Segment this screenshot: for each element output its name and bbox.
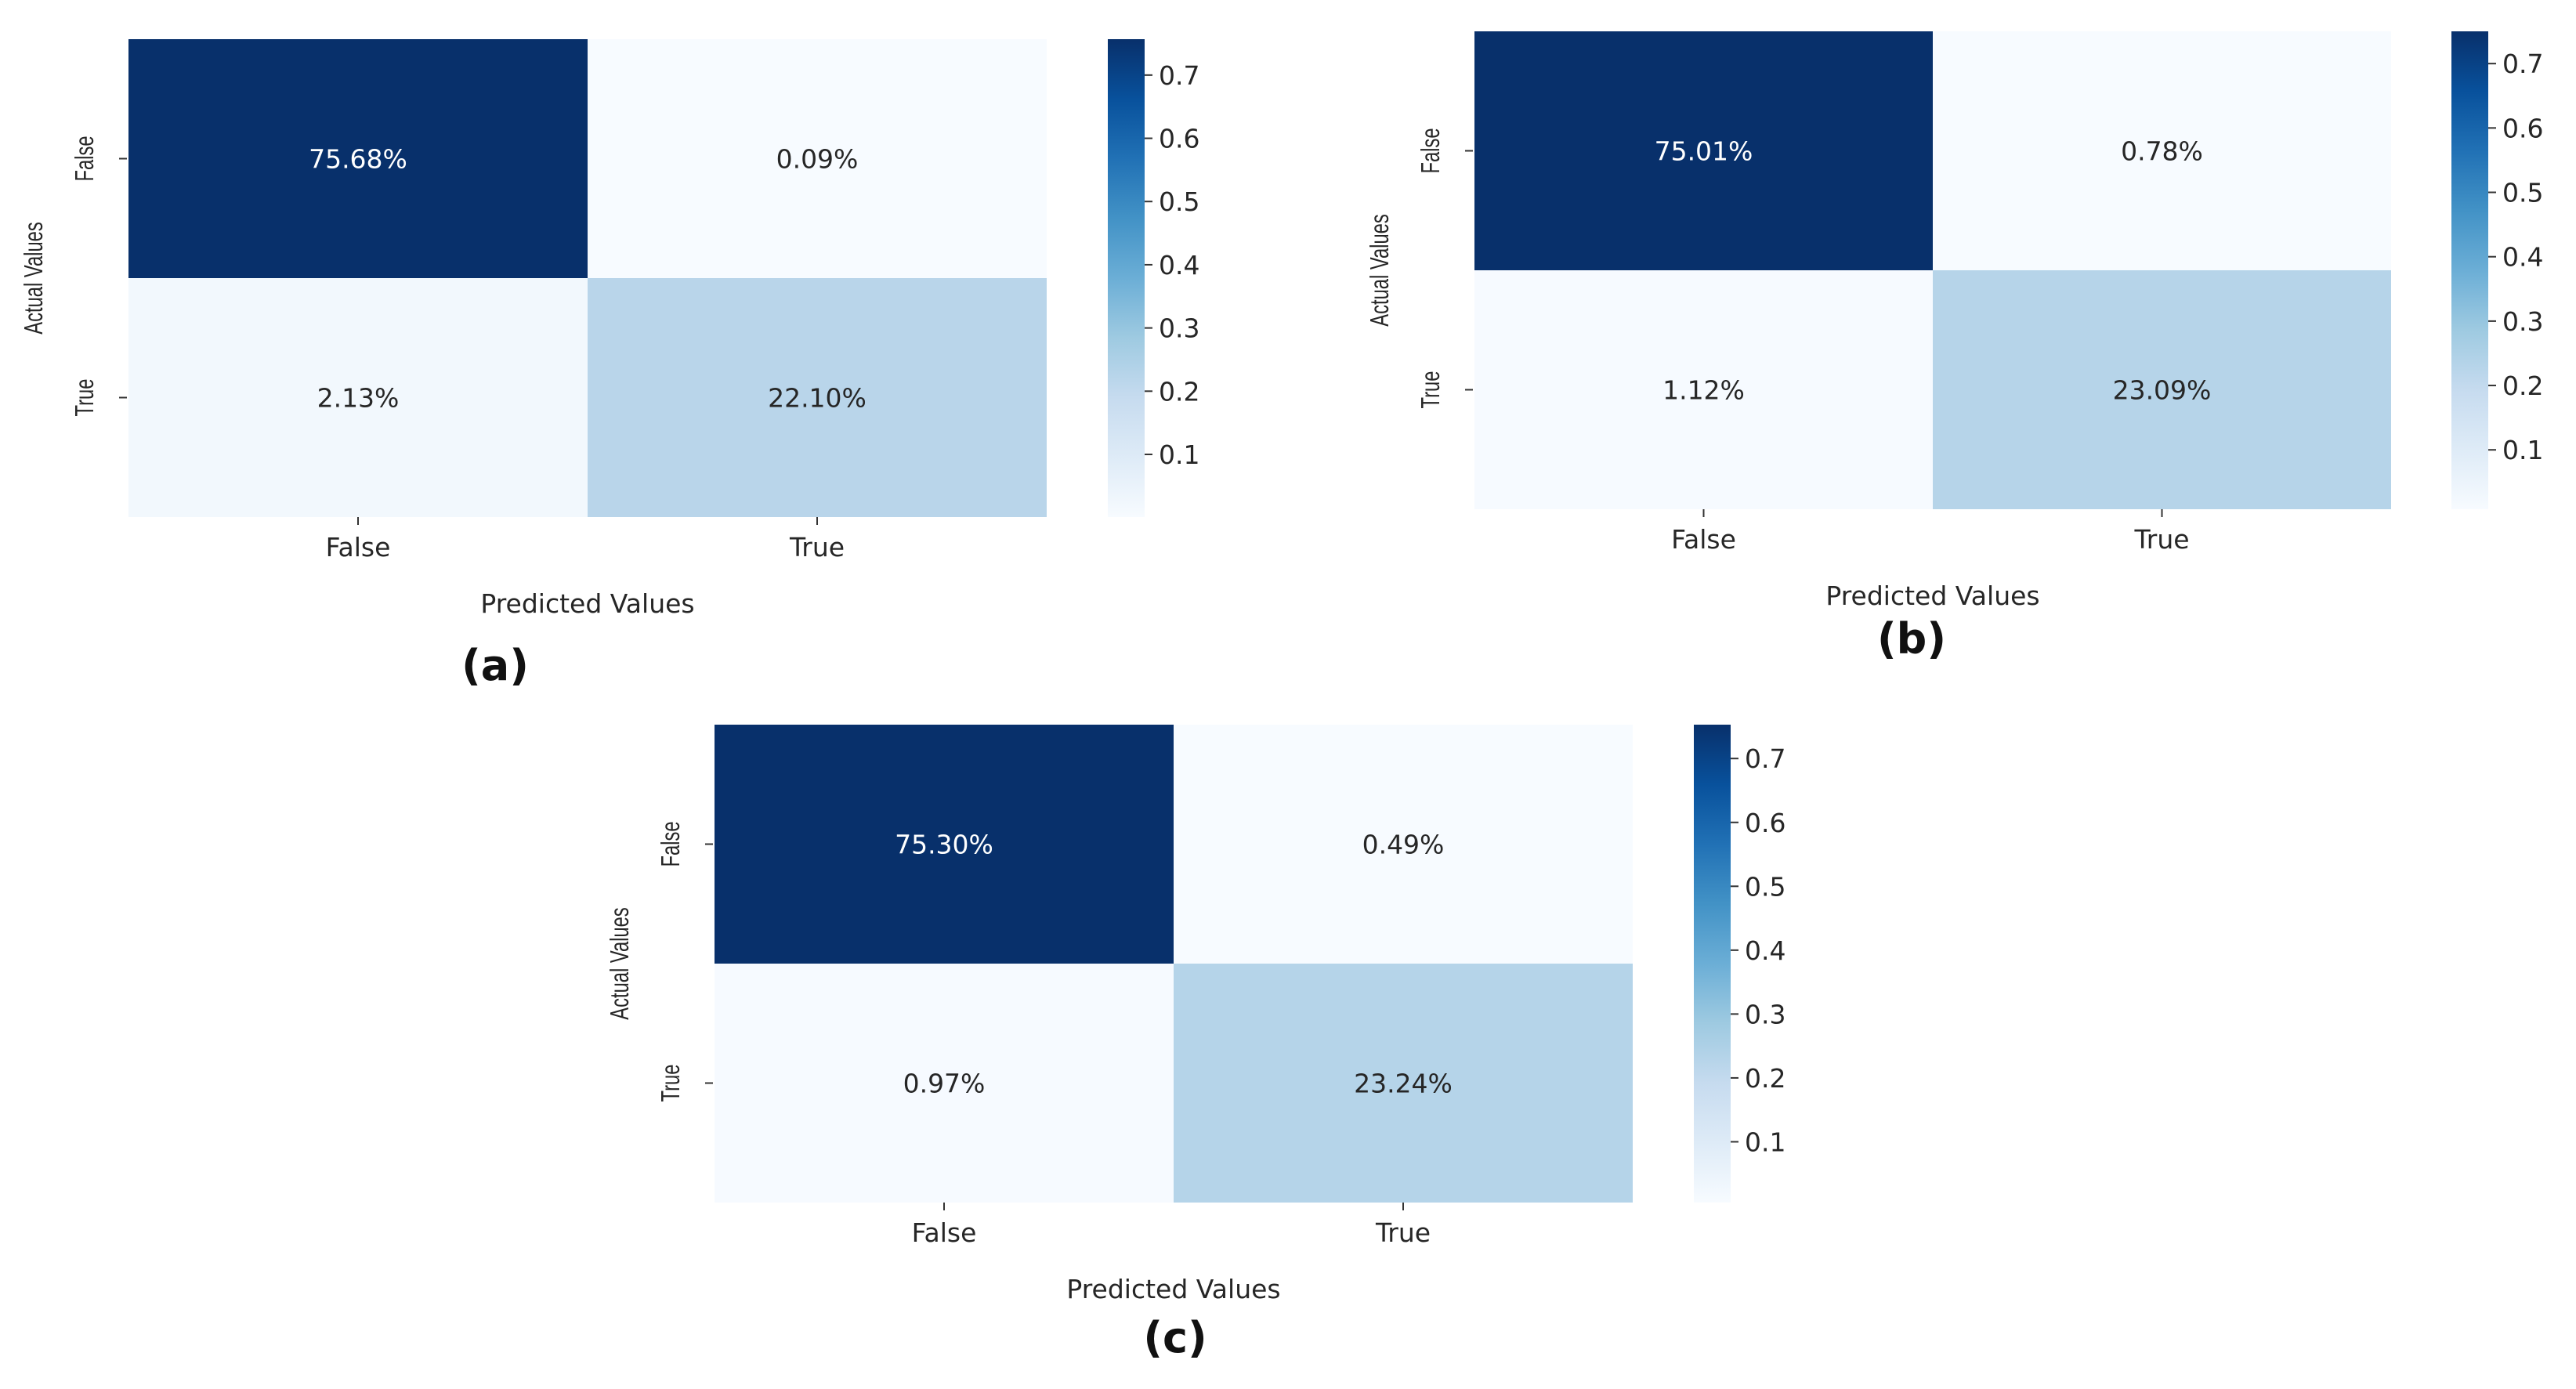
heatmap-cell-false-false	[1474, 31, 1933, 270]
x-axis-title: Predicted Values	[1066, 1274, 1280, 1304]
colorbar-tick-label: 0.5	[1745, 871, 1785, 902]
colorbar-tick-label: 0.3	[1159, 313, 1199, 344]
colorbar-tick-label: 0.7	[1159, 60, 1199, 91]
confusion-matrix-panel-2: 75.01% 0.78% 1.12% 23.09% False True False True…	[1366, 31, 2543, 664]
cell-annotation: 75.30%	[895, 830, 993, 860]
panel-label: (b)	[1877, 614, 1946, 664]
cell-annotation: 23.24%	[1354, 1069, 1453, 1099]
heatmap-cell-true-false	[1474, 270, 1933, 509]
y-tick-label: False	[1416, 128, 1445, 173]
x-tick-label: True	[789, 532, 845, 562]
cell-annotation: 0.09%	[776, 144, 859, 175]
colorbar-tick-label: 0.6	[2502, 113, 2543, 143]
y-tick-label: True	[657, 1065, 686, 1102]
x-tick-label: True	[1375, 1217, 1431, 1248]
colorbar-tick-label: 0.5	[2502, 178, 2543, 208]
colorbar-tick-label: 0.4	[1745, 935, 1785, 966]
colorbar	[1694, 725, 1731, 1203]
heatmap-cell-false-true	[1174, 725, 1633, 964]
colorbar	[2451, 31, 2488, 509]
heatmap-cell-true-false	[128, 278, 588, 517]
colorbar-tick-label: 0.2	[1745, 1063, 1785, 1094]
y-tick-label: False	[71, 136, 99, 181]
x-axis-title: Predicted Values	[480, 588, 694, 619]
y-tick-label: False	[657, 821, 686, 866]
x-tick-label: False	[1671, 524, 1736, 555]
colorbar-tick-label: 0.7	[2502, 49, 2543, 79]
colorbar-tick-label: 0.3	[2502, 306, 2543, 337]
y-axis-title: Actual Values	[606, 907, 635, 1020]
colorbar-tick-label: 0.1	[2502, 435, 2543, 465]
heatmap-cell-true-true	[1174, 964, 1633, 1203]
x-tick-label: False	[326, 532, 391, 562]
cell-annotation: 0.97%	[903, 1069, 986, 1099]
colorbar-tick-label: 0.6	[1745, 808, 1785, 838]
colorbar-tick-label: 0.1	[1159, 439, 1199, 470]
y-axis-title: Actual Values	[20, 222, 49, 335]
x-tick-label: False	[912, 1217, 977, 1248]
panel-label: (a)	[461, 641, 529, 690]
cell-annotation: 22.10%	[768, 383, 867, 414]
colorbar	[1108, 39, 1145, 517]
panel-label: (c)	[1143, 1313, 1207, 1362]
colorbar-tick-label: 0.6	[1159, 124, 1199, 154]
cell-annotation: 0.78%	[2121, 136, 2203, 167]
heatmap-cell-false-true	[588, 39, 1047, 278]
cell-annotation: 75.01%	[1655, 136, 1753, 167]
cell-annotation: 2.13%	[317, 383, 400, 414]
heatmap-cell-false-false	[715, 725, 1174, 964]
colorbar-tick-label: 0.2	[1159, 376, 1199, 407]
colorbar-tick-label: 0.7	[1745, 743, 1785, 774]
x-axis-title: Predicted Values	[1825, 581, 2039, 611]
heatmap-cell-true-true	[588, 278, 1047, 517]
confusion-matrix-panel-1: 75.68% 0.09% 2.13% 22.10% False True False True…	[20, 39, 1199, 690]
colorbar-tick-label: 0.1	[1745, 1127, 1785, 1157]
heatmap-cell-true-true	[1933, 270, 2391, 509]
colorbar-tick-label: 0.2	[2502, 371, 2543, 401]
heatmap-cell-false-false	[128, 39, 588, 278]
y-tick-label: True	[1416, 371, 1445, 409]
colorbar-tick-label: 0.3	[1745, 999, 1785, 1029]
colorbar-tick-label: 0.4	[2502, 242, 2543, 273]
y-tick-label: True	[71, 379, 99, 417]
confusion-matrix-panel-3: 75.30% 0.49% 0.97% 23.24% False True False True…	[606, 725, 1785, 1362]
x-tick-label: True	[2133, 524, 2189, 555]
heatmap-cell-false-true	[1933, 31, 2391, 270]
cell-annotation: 75.68%	[309, 144, 407, 175]
colorbar-tick-label: 0.4	[1159, 250, 1199, 280]
heatmap-cell-true-false	[715, 964, 1174, 1203]
cell-annotation: 0.49%	[1362, 830, 1445, 860]
cell-annotation: 1.12%	[1662, 375, 1745, 406]
cell-annotation: 23.09%	[2113, 375, 2212, 406]
y-axis-title: Actual Values	[1366, 214, 1395, 327]
colorbar-tick-label: 0.5	[1159, 186, 1199, 217]
